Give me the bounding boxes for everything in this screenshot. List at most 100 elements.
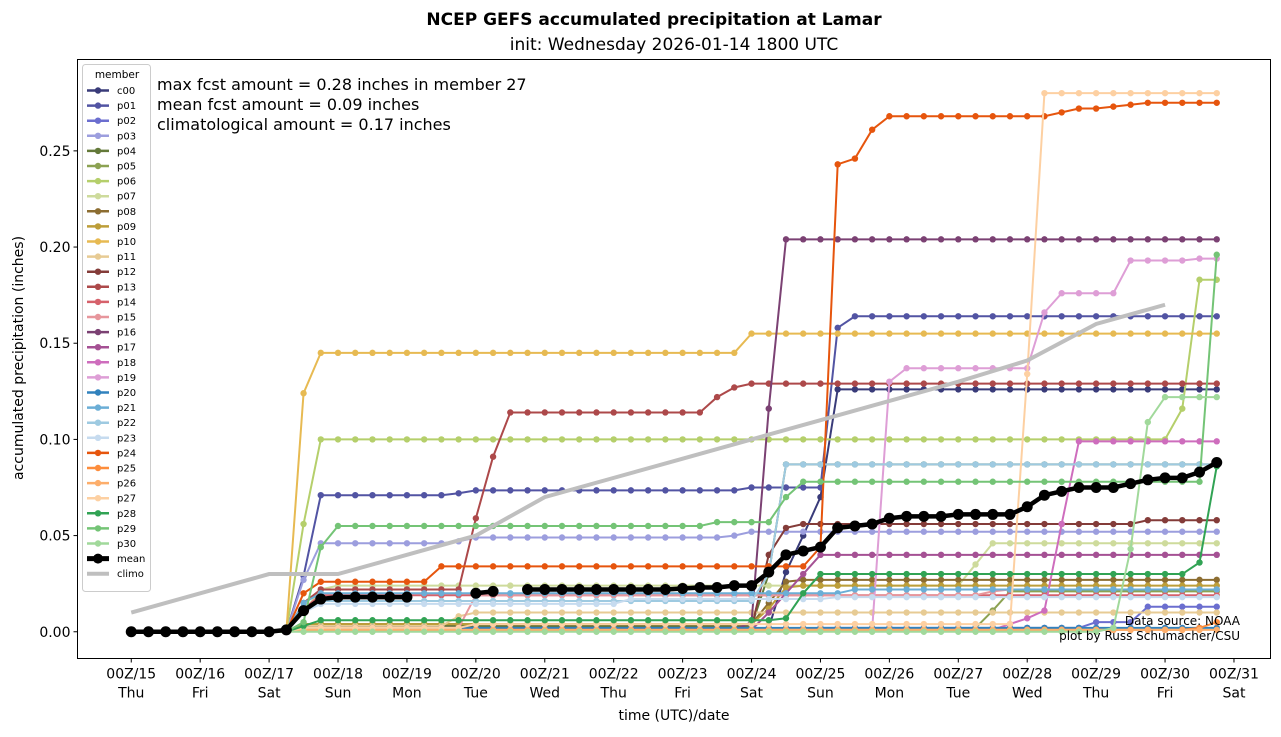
point-p16: [1024, 236, 1031, 243]
point-p01: [386, 491, 393, 499]
point-p23: [1144, 593, 1152, 601]
point-p30: [920, 628, 928, 635]
point-p11: [610, 609, 617, 616]
point-p23: [937, 593, 945, 601]
point-p08: [1127, 576, 1134, 584]
point-p29: [834, 478, 841, 485]
point-p23: [731, 595, 738, 603]
point-mean: [694, 582, 706, 594]
x-tick-label: 00Z/28: [1002, 667, 1052, 683]
point-p13: [782, 380, 790, 387]
point-p30: [1213, 393, 1220, 401]
point-p30: [420, 628, 428, 635]
point-p17: [851, 551, 859, 559]
point-p16: [886, 236, 893, 243]
point-p12: [1092, 520, 1100, 528]
point-p29: [472, 522, 480, 530]
legend-label-p11: p11: [117, 252, 136, 263]
point-p10: [800, 330, 807, 337]
x-tick-day-label: Fri: [674, 686, 691, 702]
point-p28: [1024, 570, 1031, 578]
point-p29: [644, 522, 652, 530]
point-p06: [317, 436, 324, 443]
x-tick-label: 00Z/17: [244, 667, 294, 683]
point-p16: [1110, 236, 1117, 243]
point-p01: [989, 313, 996, 320]
point-p23: [696, 595, 704, 603]
point-p30: [868, 628, 876, 635]
point-p23: [748, 595, 755, 603]
point-p18: [1213, 438, 1220, 445]
point-p23: [438, 600, 445, 608]
point-p12: [920, 520, 928, 528]
point-p28: [472, 617, 480, 624]
point-p19: [955, 365, 962, 372]
legend-label-p26: p26: [117, 479, 136, 490]
point-mean: [229, 626, 241, 638]
point-p30: [507, 628, 514, 635]
point-p18: [1058, 520, 1065, 528]
point-p10: [1196, 330, 1203, 337]
point-p29: [1213, 251, 1220, 258]
point-p19: [1196, 255, 1203, 262]
point-p17: [1110, 551, 1117, 559]
legend-item-p19: p19: [87, 373, 136, 384]
point-p24: [834, 161, 841, 168]
point-p01: [937, 313, 945, 320]
legend-item-climo: climo: [87, 569, 144, 580]
point-p10: [300, 390, 307, 397]
point-p24: [386, 578, 393, 585]
legend-label-p30: p30: [117, 539, 136, 550]
point-p10: [972, 330, 979, 337]
point-p24: [731, 563, 738, 570]
point-p13: [713, 393, 721, 401]
point-p24: [1024, 113, 1031, 120]
point-p21: [1075, 586, 1083, 593]
legend-label-mean: mean: [117, 554, 145, 565]
point-p13: [834, 380, 841, 387]
legend-marker-p25: [94, 464, 102, 472]
x-tick-label: 00Z/24: [727, 667, 777, 683]
point-p07: [765, 582, 772, 589]
point-p10: [317, 349, 324, 357]
point-p24: [782, 563, 790, 570]
point-p28: [489, 617, 497, 624]
point-p30: [1058, 628, 1065, 635]
point-p16: [1161, 236, 1169, 243]
point-p03: [1196, 528, 1203, 535]
point-p19: [903, 365, 910, 372]
point-c00: [1041, 386, 1048, 393]
point-p12: [903, 520, 910, 528]
point-p01: [731, 487, 738, 494]
point-p19: [886, 378, 893, 385]
point-p01: [1179, 313, 1186, 320]
point-p08: [782, 578, 790, 585]
point-p10: [593, 349, 600, 357]
point-p10: [386, 349, 393, 357]
point-p18: [1110, 438, 1117, 445]
point-p13: [507, 409, 514, 416]
point-p08: [920, 576, 928, 584]
point-p06: [679, 436, 686, 443]
legend-item-p27: p27: [87, 494, 136, 505]
point-mean: [832, 522, 844, 534]
point-p19: [1144, 257, 1152, 264]
point-p22: [800, 461, 807, 468]
legend-label-p21: p21: [117, 403, 136, 414]
point-p06: [834, 436, 841, 443]
point-p30: [593, 628, 600, 635]
legend-label-p24: p24: [117, 448, 136, 459]
point-p03: [972, 528, 979, 535]
point-p24: [507, 563, 514, 570]
point-p17: [972, 551, 979, 559]
legend-label-p25: p25: [117, 464, 136, 475]
point-p21: [972, 586, 979, 593]
point-p29: [317, 543, 324, 551]
point-mean: [797, 545, 809, 557]
point-p27: [920, 620, 928, 628]
point-p08: [1179, 576, 1186, 584]
point-p11: [1144, 609, 1152, 616]
point-p06: [851, 436, 859, 443]
point-p07: [507, 582, 514, 589]
x-tick-day-label: Thu: [1082, 686, 1109, 702]
